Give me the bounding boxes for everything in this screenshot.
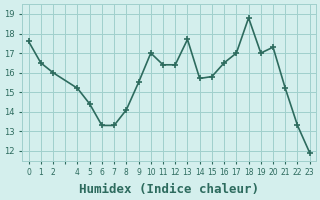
X-axis label: Humidex (Indice chaleur): Humidex (Indice chaleur): [79, 183, 259, 196]
